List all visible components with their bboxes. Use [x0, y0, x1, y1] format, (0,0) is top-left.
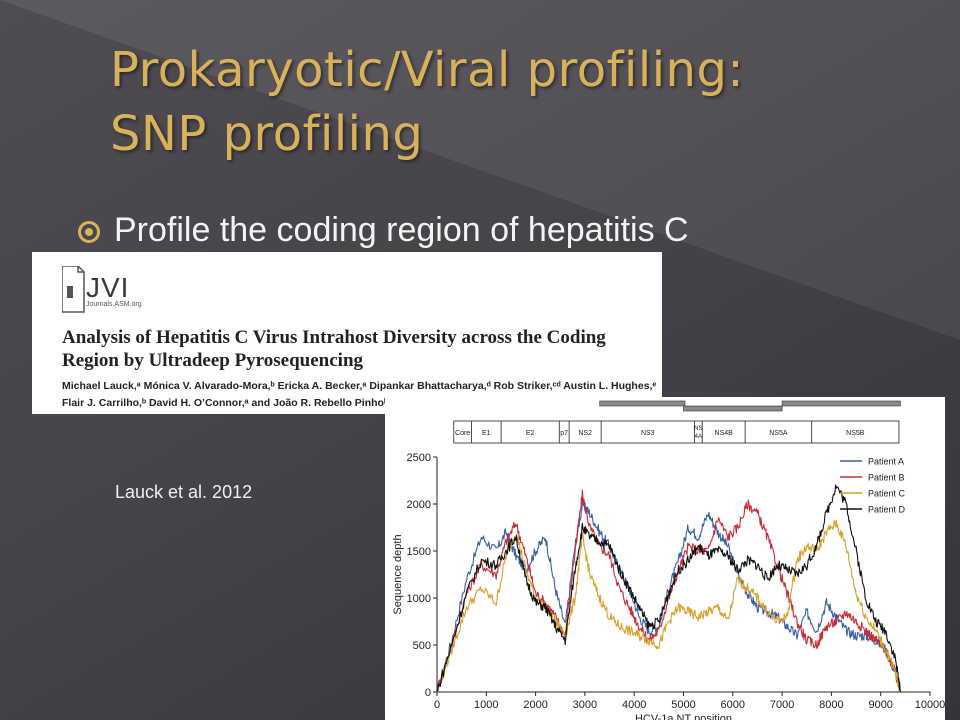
bullet-text: Profile the coding region of hepatitis C [114, 211, 689, 249]
x-tick-label: 3000 [573, 699, 597, 711]
genome-region-label: NS5B [846, 430, 865, 437]
legend-label: Patient C [868, 489, 906, 499]
genome-region-label: E1 [482, 430, 491, 437]
x-tick-label: 5000 [671, 699, 695, 711]
x-tick-label: 8000 [819, 699, 843, 711]
slide-title: Prokaryotic/Viral profiling: SNP profili… [110, 38, 950, 166]
series-line-patient-a [436, 498, 901, 693]
genome-region-label: NS4B [715, 430, 734, 437]
slide-title-line-2: SNP profiling [110, 106, 424, 162]
slide-title-line-1: Prokaryotic/Viral profiling: [110, 42, 745, 98]
amplicon-bar [781, 400, 901, 407]
paper-header-image: JVI Journals.ASM.org Analysis of Hepatit… [32, 252, 662, 414]
x-tick-label: 1000 [474, 699, 498, 711]
legend-label: Patient B [868, 473, 905, 483]
legend-label: Patient A [868, 457, 904, 467]
genome-region-label: Core [455, 430, 470, 437]
genome-region-label: NS3 [641, 430, 655, 437]
citation-text: Lauck et al. 2012 [115, 482, 253, 502]
y-tick-label: 500 [413, 640, 431, 652]
x-tick-label: 0 [434, 699, 440, 711]
genome-region-label: 4A [695, 434, 702, 440]
x-tick-label: 6000 [721, 699, 745, 711]
paper-title-line-2: Region by Ultradeep Pyrosequencing [62, 350, 364, 371]
series-line-patient-b [437, 489, 901, 693]
paper-authors: Michael Lauck,ᵃ Mónica V. Alvarado-Mora,… [62, 378, 657, 412]
genome-region-label: p7 [560, 430, 568, 437]
y-tick-label: 2500 [407, 452, 431, 464]
y-tick-label: 1000 [407, 593, 431, 605]
x-axis-label: HCV-1a NT position [635, 713, 732, 720]
series-line-patient-c [436, 519, 901, 693]
y-tick-label: 2000 [407, 499, 431, 511]
bullet-icon [78, 221, 100, 243]
genome-region-label: NS [694, 426, 702, 432]
paper-title-line-1: Analysis of Hepatitis C Virus Intrahost … [62, 327, 606, 348]
y-axis-label: Sequence depth [392, 534, 404, 614]
amplicon-bar [599, 400, 686, 407]
paper-authors-line-2: Flair J. Carrilho,ᵇ David H. O’Connor,ᵃ … [62, 397, 389, 409]
bullet-item: Profile the coding region of hepatitis C [78, 204, 938, 256]
coverage-figure: Core E1 E2 p7 NS2 NS3 NS 4A NS4B NS5A NS5B 0 500 1000… [385, 397, 945, 720]
coverage-chart: Core E1 E2 p7 NS2 NS3 NS 4A NS4B NS5A NS5B 0 500 1000… [392, 400, 945, 720]
journal-site: Journals.ASM.org [86, 301, 142, 308]
journal-logo-icon [62, 266, 85, 313]
journal-logo-text: JVI [86, 272, 130, 303]
genome-map [453, 420, 900, 444]
genome-region-label: NS2 [578, 430, 592, 437]
x-tick-label: 4000 [622, 699, 646, 711]
amplicon-bar [683, 405, 783, 412]
paper-title: Analysis of Hepatitis C Virus Intrahost … [62, 326, 657, 372]
y-tick-label: 1500 [407, 546, 431, 558]
genome-region-label: E2 [526, 430, 535, 437]
x-tick-label: 9000 [868, 699, 892, 711]
y-tick-label: 0 [425, 687, 431, 699]
paper-authors-line-1: Michael Lauck,ᵃ Mónica V. Alvarado-Mora,… [62, 380, 657, 392]
x-tick-label: 10000 [915, 699, 945, 711]
x-tick-label: 2000 [523, 699, 547, 711]
legend-label: Patient D [868, 505, 906, 515]
genome-region-label: NS5A [769, 430, 788, 437]
series-line-patient-d [436, 484, 901, 693]
x-tick-label: 7000 [770, 699, 794, 711]
